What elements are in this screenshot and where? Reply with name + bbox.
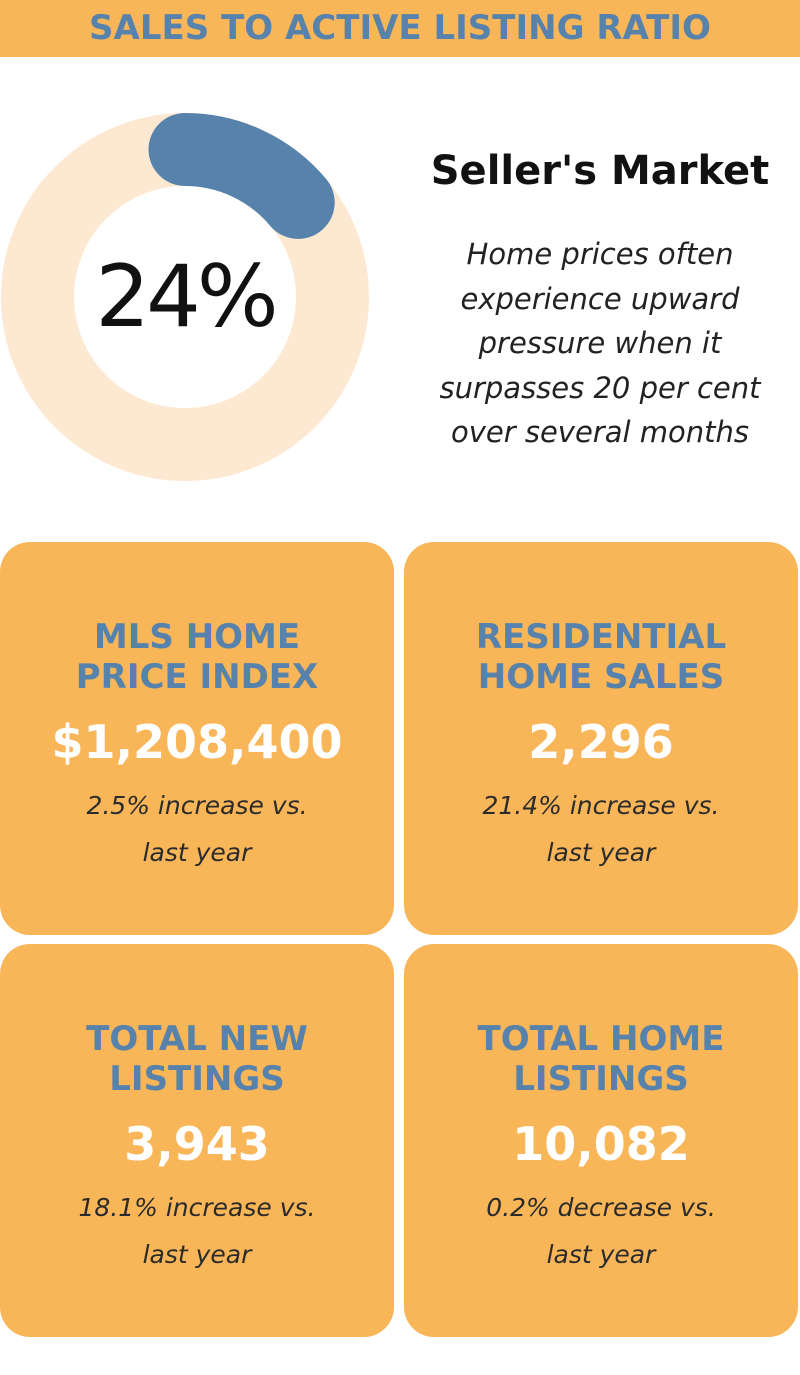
stat-card-title-line: MLS HOME	[93, 617, 301, 657]
stat-card-total-new-listings: TOTAL NEW LISTINGS 3,943 18.1% increase …	[0, 944, 394, 1337]
ratio-donut-graphic	[1, 113, 369, 481]
stat-card-change-line: last year	[546, 838, 656, 867]
stat-card-change: 18.1% increase vs. last year	[0, 1184, 394, 1278]
stat-card-title-line: RESIDENTIAL	[475, 617, 727, 657]
stat-card-title-line: HOME SALES	[477, 657, 725, 697]
stat-card-change: 21.4% increase vs. last year	[404, 782, 798, 876]
stat-card-change-line: 0.2% decrease vs.	[486, 1193, 716, 1222]
stat-card-change-line: 21.4% increase vs.	[482, 791, 720, 820]
stat-card-title: TOTAL HOME LISTINGS	[404, 1019, 798, 1099]
stat-card-value: 2,296	[528, 715, 674, 769]
stat-card-home-price-index: MLS HOME PRICE INDEX $1,208,400 2.5% inc…	[0, 542, 394, 935]
market-status-title: Seller's Market	[430, 148, 770, 194]
stat-card-total-home-listings: TOTAL HOME LISTINGS 10,082 0.2% decrease…	[404, 944, 798, 1337]
stat-card-change-line: last year	[142, 1240, 252, 1269]
description-line: surpasses 20 per cent	[439, 370, 761, 405]
stat-card-residential-home-sales: RESIDENTIAL HOME SALES 2,296 21.4% incre…	[404, 542, 798, 935]
stat-card-title-line: TOTAL HOME	[477, 1019, 725, 1059]
ratio-donut: 24%	[0, 112, 370, 482]
stat-card-change: 2.5% increase vs. last year	[0, 782, 394, 876]
description-line: Home prices often	[466, 237, 734, 271]
market-status-description: Home prices often experience upward pres…	[400, 232, 800, 455]
stat-card-title-line: TOTAL NEW	[86, 1019, 308, 1059]
stat-card-change-line: 18.1% increase vs.	[78, 1193, 316, 1222]
stat-card-title-line: LISTINGS	[109, 1059, 285, 1099]
stat-card-change-line: last year	[142, 838, 252, 867]
stat-card-change-line: last year	[546, 1240, 656, 1269]
stat-card-title: MLS HOME PRICE INDEX	[0, 617, 394, 697]
stat-card-value: 10,082	[512, 1117, 690, 1171]
stat-card-change: 0.2% decrease vs. last year	[404, 1184, 798, 1278]
ratio-percentage: 24%	[95, 247, 278, 347]
description-line: experience upward	[460, 281, 740, 316]
stat-card-title-line: PRICE INDEX	[75, 657, 319, 697]
stat-card-title: RESIDENTIAL HOME SALES	[404, 617, 798, 697]
donut-progress-arc	[148, 113, 335, 239]
stat-card-change-line: 2.5% increase vs.	[86, 791, 308, 820]
stat-card-value: $1,208,400	[51, 715, 343, 769]
stat-card-title-line: LISTINGS	[513, 1059, 689, 1099]
description-line: pressure when it	[478, 326, 722, 360]
stat-card-value: 3,943	[124, 1117, 270, 1171]
header-banner: SALES TO ACTIVE LISTING RATIO	[0, 0, 800, 57]
page-title: SALES TO ACTIVE LISTING RATIO	[89, 8, 711, 48]
description-line: over several months	[450, 415, 750, 449]
stat-card-title: TOTAL NEW LISTINGS	[0, 1019, 394, 1099]
